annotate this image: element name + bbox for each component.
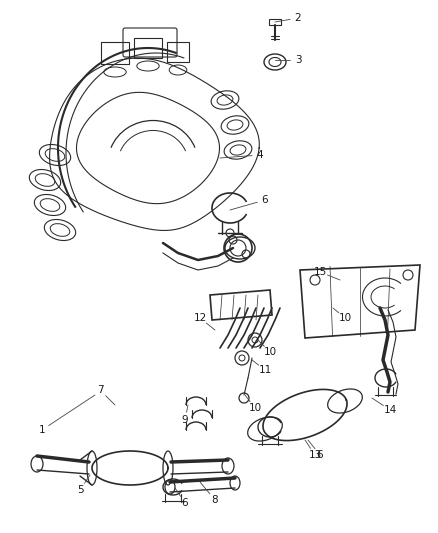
Text: 14: 14 [383,405,397,415]
Text: 6: 6 [261,195,268,205]
Text: 10: 10 [339,313,352,323]
Bar [167,42,189,62]
Text: 10: 10 [263,347,276,357]
Text: 6: 6 [317,450,323,460]
Text: 3: 3 [295,55,301,65]
Text: 10: 10 [248,403,261,413]
Text: 12: 12 [193,313,207,323]
Bar [134,38,162,58]
Text: 13: 13 [308,450,321,460]
Text: 9: 9 [182,415,188,425]
Bar [101,42,129,64]
Text: 5: 5 [77,485,83,495]
Text: 15: 15 [313,267,327,277]
Text: 6: 6 [182,498,188,508]
Text: 4: 4 [257,150,263,160]
Text: 8: 8 [212,495,218,505]
Text: 2: 2 [295,13,301,23]
Text: 1: 1 [39,425,45,435]
Text: 11: 11 [258,365,272,375]
Text: 7: 7 [97,385,103,395]
